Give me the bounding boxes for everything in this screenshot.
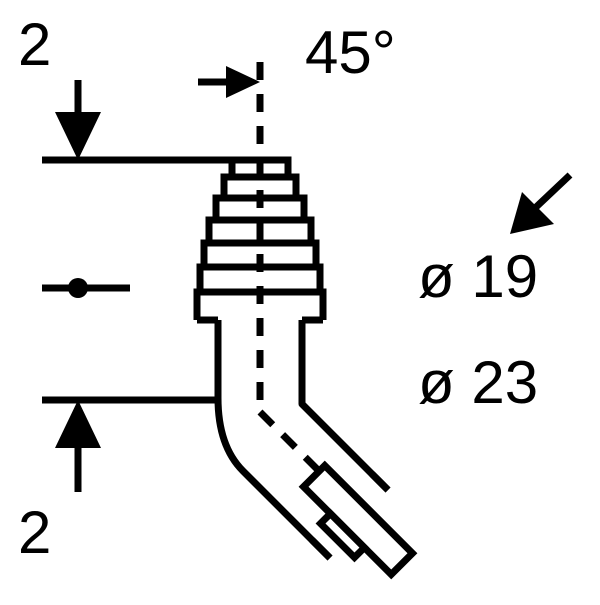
label-top-dim: 2: [18, 10, 51, 79]
label-dia-lower: ø 23: [418, 348, 538, 417]
label-bottom-dim: 2: [18, 498, 51, 567]
flange: [294, 466, 413, 585]
dim-arrow-bottom: [55, 400, 101, 492]
dim-arrow-top: [55, 80, 101, 160]
label-angle: 45°: [305, 18, 396, 87]
technical-drawing: 2 2 45° ø 19 ø 23: [0, 0, 600, 600]
angle-arrows: [198, 66, 570, 234]
label-dia-upper: ø 19: [418, 242, 538, 311]
